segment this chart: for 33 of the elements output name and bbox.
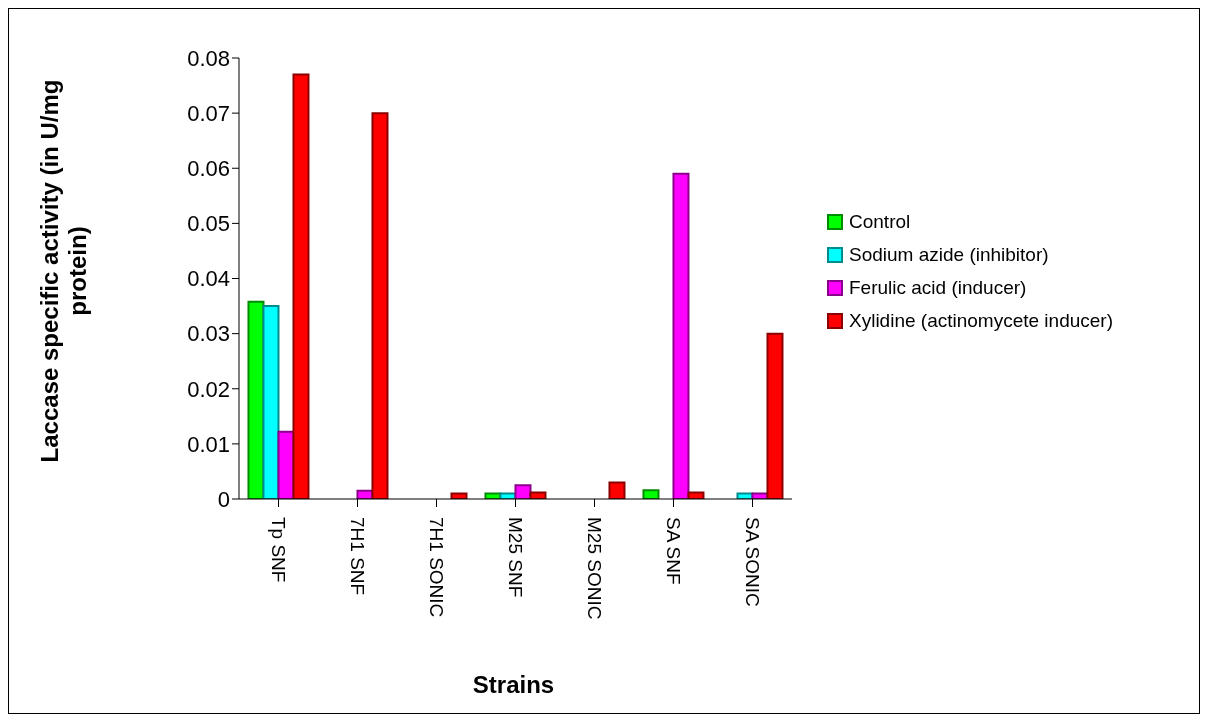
- legend-label: Control: [849, 210, 911, 234]
- x-tick-label: SA SNF: [663, 517, 684, 585]
- legend-label: Sodium azide (inhibitor): [849, 243, 1049, 267]
- bar: [642, 489, 660, 499]
- y-tick-label: 0.04: [187, 266, 230, 292]
- bar: [371, 112, 389, 499]
- bar: [450, 492, 468, 499]
- y-tick-label: 0.02: [187, 376, 230, 402]
- bar: [529, 491, 547, 499]
- y-tick-label: 0.05: [187, 211, 230, 237]
- x-axis-title: Strains: [471, 671, 556, 699]
- y-tick-label: 0.03: [187, 321, 230, 347]
- x-tick-label: SA SONIC: [742, 517, 763, 607]
- y-tick-label: 0.01: [187, 431, 230, 457]
- x-tick-label: M25 SNF: [505, 517, 526, 598]
- x-tick-label: 7H1 SONIC: [426, 517, 447, 618]
- bar: [687, 491, 705, 499]
- bar: [262, 305, 280, 499]
- legend-label: Ferulic acid (inducer): [849, 276, 1027, 300]
- bar: [514, 484, 532, 499]
- x-tick-label: Tp SNF: [268, 517, 289, 583]
- bar: [672, 172, 690, 499]
- y-axis-title: Laccase specific activity (in U/mg protein): [36, 78, 92, 465]
- x-tick-label: M25 SONIC: [584, 517, 605, 620]
- y-tick-label: 0: [217, 486, 230, 512]
- bar: [608, 481, 626, 499]
- bar: [766, 332, 784, 499]
- y-tick-label: 0.08: [187, 45, 230, 71]
- bar: [292, 73, 310, 499]
- y-tick-label: 0.07: [187, 100, 230, 126]
- legend-label: Xylidine (actinomycete inducer): [849, 309, 1114, 333]
- x-tick-label: 7H1 SNF: [347, 517, 368, 596]
- y-tick-label: 0.06: [187, 156, 230, 182]
